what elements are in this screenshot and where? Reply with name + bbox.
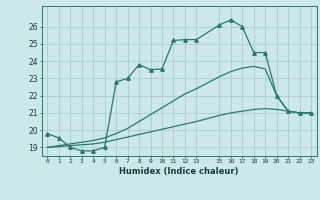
X-axis label: Humidex (Indice chaleur): Humidex (Indice chaleur) bbox=[119, 167, 239, 176]
